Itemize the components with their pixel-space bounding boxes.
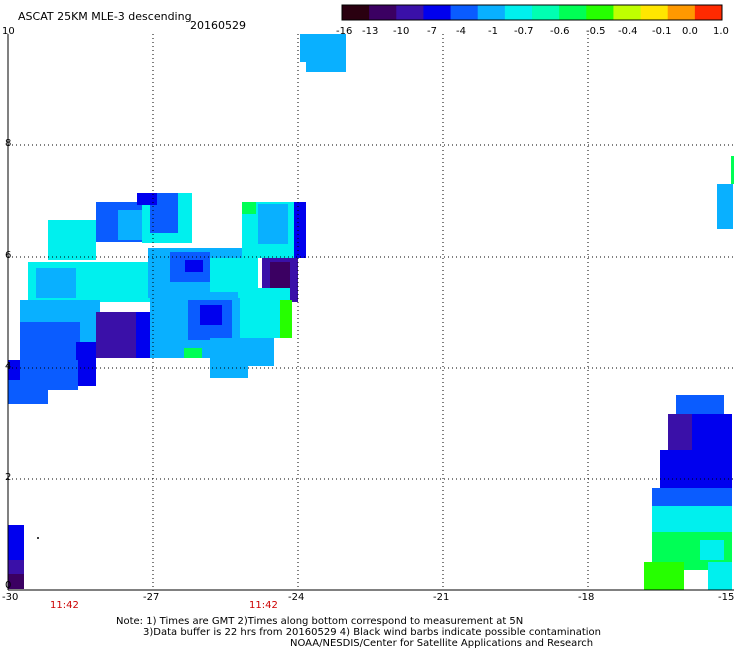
colorbar-swatch: [342, 5, 370, 20]
y-tick-label: 6: [5, 250, 12, 261]
pass-time: 11:42: [249, 600, 278, 611]
colorbar: [341, 4, 723, 21]
colorbar-swatch: [559, 5, 587, 20]
y-tick-label: 10: [2, 26, 15, 37]
product-date: 20160529: [190, 19, 246, 32]
colorbar-label: -0.6: [550, 26, 570, 37]
colorbar-frame: [341, 4, 723, 21]
wind-swath-data: [8, 34, 734, 590]
colorbar-swatch: [613, 5, 642, 20]
x-tick-label: -15: [718, 592, 735, 603]
colorbar-swatch: [694, 5, 723, 20]
colorbar-label: -1: [488, 26, 498, 37]
colorbar-swatch: [640, 5, 669, 20]
y-tick-label: 0: [5, 580, 12, 591]
pass-time: 11:42: [50, 600, 79, 611]
colorbar-swatch: [450, 5, 479, 20]
colorbar-label: -16: [336, 26, 353, 37]
colorbar-label: 0.0: [682, 26, 698, 37]
colorbar-swatch: [667, 5, 696, 20]
colorbar-label: -0.4: [618, 26, 638, 37]
colorbar-label: -0.5: [586, 26, 606, 37]
colorbar-label: -0.1: [652, 26, 672, 37]
lat-lon-grid: [7, 34, 734, 591]
colorbar-swatch: [532, 5, 560, 20]
colorbar-swatch: [504, 5, 533, 20]
colorbar-swatch: [586, 5, 614, 20]
x-tick-label: -18: [578, 592, 595, 603]
x-tick-label: -30: [2, 592, 19, 603]
colorbar-swatch: [477, 5, 506, 20]
x-tick-label: -21: [433, 592, 450, 603]
colorbar-label: -4: [456, 26, 466, 37]
x-tick-label: -24: [288, 592, 305, 603]
note-line-1: Note: 1) Times are GMT 2)Times along bot…: [116, 616, 524, 627]
product-title: ASCAT 25KM MLE-3 descending: [18, 10, 192, 23]
colorbar-label: -13: [362, 26, 379, 37]
note-line-2: 3)Data buffer is 22 hrs from 20160529 4)…: [143, 627, 601, 638]
colorbar-swatch: [369, 5, 397, 20]
colorbar-swatch: [396, 5, 424, 20]
colorbar-label: -10: [393, 26, 410, 37]
colorbar-label: -7: [427, 26, 437, 37]
colorbar-label: 1.0: [713, 26, 729, 37]
colorbar-swatch: [423, 5, 452, 20]
y-tick-label: 2: [5, 472, 12, 483]
y-tick-label: 8: [5, 138, 12, 149]
colorbar-label: -0.7: [514, 26, 534, 37]
wind-barb-dot: [37, 537, 39, 539]
x-tick-label: -27: [143, 592, 160, 603]
note-line-3: NOAA/NESDIS/Center for Satellite Applica…: [290, 638, 594, 649]
y-tick-label: 4: [5, 361, 12, 372]
